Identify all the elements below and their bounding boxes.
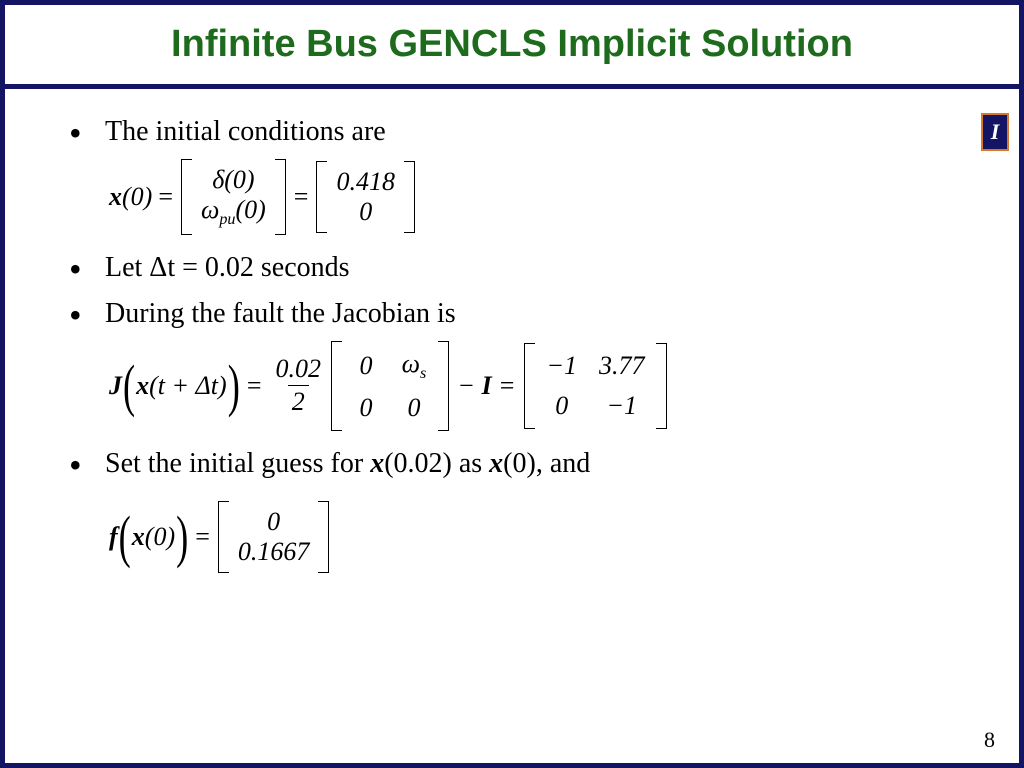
eq2-a12-w: ω <box>402 349 420 378</box>
eq1-equals-2: = <box>294 182 309 212</box>
bullet-initial-guess: Set the initial guess for x(0.02) as x(0… <box>69 445 971 483</box>
eq2-I: I <box>482 371 492 401</box>
logo-letter: I <box>991 119 1000 145</box>
eq2-equals-2: = <box>500 371 515 401</box>
eq1-omega-sub: pu <box>219 211 235 228</box>
eq2-a11: 0 <box>353 351 379 381</box>
bullet-jacobian: During the fault the Jacobian is <box>69 295 971 333</box>
eq2-b11: −1 <box>546 351 577 381</box>
eq2-b21: 0 <box>546 391 577 421</box>
eq2-arg: (t + Δt) <box>149 371 227 401</box>
eq2-matrix-B: −1 3.77 0 −1 <box>524 343 666 429</box>
bullet-text: The initial conditions are <box>105 116 386 147</box>
eq1-numeric-vector: 0.418 0 <box>316 161 415 233</box>
equation-jacobian: J(x(t + Δt)) = 0.02 2 0 ωs 0 0 − <box>109 341 971 431</box>
eq1-omega: ω <box>201 195 219 224</box>
eq2-a22: 0 <box>401 393 427 423</box>
b4-x1: x <box>370 448 384 479</box>
slide-title: Infinite Bus GENCLS Implicit Solution <box>5 5 1019 84</box>
eq1-omega-arg: (0) <box>235 195 265 224</box>
slide-content: The initial conditions are x(0) = δ(0) ω… <box>5 89 1019 573</box>
b4-x2: x <box>489 448 503 479</box>
slide-frame: Infinite Bus GENCLS Implicit Solution I … <box>0 0 1024 768</box>
b4-pre: Set the initial guess for <box>105 448 370 479</box>
eq1-val-2: 0 <box>336 197 395 227</box>
eq2-frac-den: 2 <box>288 385 309 417</box>
institution-logo: I <box>981 113 1009 151</box>
eq2-a12-sub: s <box>420 365 426 382</box>
eq3-vector: 0 0.1667 <box>218 501 330 573</box>
bullet-timestep: Let Δt = 0.02 seconds <box>69 249 971 287</box>
eq1-symbolic-vector: δ(0) ωpu(0) <box>181 159 286 235</box>
eq3-r2: 0.1667 <box>238 537 310 567</box>
eq2-matrix-A: 0 ωs 0 0 <box>331 341 449 431</box>
bullet-text: During the fault the Jacobian is <box>105 298 456 329</box>
eq2-b12: 3.77 <box>599 351 645 381</box>
eq1-val-1: 0.418 <box>336 167 395 197</box>
eq1-delta: δ(0) <box>212 165 254 194</box>
bullet-text: Let Δt = 0.02 seconds <box>105 252 350 283</box>
eq2-frac-num: 0.02 <box>272 355 326 386</box>
eq2-b22: −1 <box>599 391 645 421</box>
page-number: 8 <box>984 727 995 753</box>
eq2-x: x <box>136 371 149 401</box>
eq2-minus: − <box>459 371 474 401</box>
eq1-equals-1: = <box>158 182 173 212</box>
eq1-x: x <box>109 182 122 212</box>
eq2-a21: 0 <box>353 393 379 423</box>
equation-f-x0: f(x(0)) = 0 0.1667 <box>109 501 971 573</box>
b4-arg1: (0.02) as <box>384 448 489 479</box>
eq3-f: f <box>109 522 118 552</box>
eq3-arg: (0) <box>145 522 175 552</box>
eq3-equals: = <box>195 522 210 552</box>
eq3-r1: 0 <box>238 507 310 537</box>
eq2-J: J <box>109 371 122 401</box>
eq1-arg: (0) <box>122 182 152 212</box>
bullet-initial-conditions: The initial conditions are <box>69 113 971 151</box>
eq3-x: x <box>132 522 145 552</box>
b4-arg2: (0), and <box>503 448 590 479</box>
equation-initial-x: x(0) = δ(0) ωpu(0) = 0.418 <box>109 159 971 235</box>
eq2-equals-1: = <box>247 371 262 401</box>
eq2-fraction: 0.02 2 <box>272 355 326 417</box>
